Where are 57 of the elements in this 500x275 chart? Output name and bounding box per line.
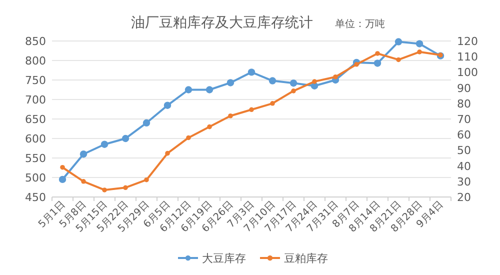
y2-tick-label: 120 (457, 35, 478, 48)
point (228, 113, 233, 118)
point (144, 177, 149, 182)
point (354, 62, 359, 67)
point (312, 79, 317, 84)
legend-label: 豆粕库存 (284, 252, 328, 265)
point (226, 79, 234, 86)
point (249, 107, 254, 112)
point (81, 179, 86, 184)
y-tick-label: 500 (25, 172, 46, 184)
point (268, 77, 276, 84)
y-tick-label: 450 (25, 191, 46, 204)
point (122, 134, 130, 142)
point (333, 74, 338, 80)
point (80, 150, 88, 158)
text: 单位：万吨 (335, 18, 385, 30)
point (291, 88, 296, 94)
y-tick-label: 750 (25, 74, 46, 87)
point (184, 86, 192, 94)
point (374, 60, 382, 67)
y2-tick-label: 80 (457, 97, 471, 110)
y-tick-label: 550 (25, 152, 46, 165)
legend-label: 大豆库存 (202, 252, 246, 265)
point (186, 135, 191, 140)
point (270, 101, 275, 106)
point (206, 86, 214, 94)
point (375, 51, 380, 56)
y-tick-label: 850 (25, 35, 46, 48)
point (207, 124, 212, 130)
y-tick-label: 650 (25, 113, 46, 126)
y2-tick-label: 20 (457, 191, 471, 204)
y2-tick-label: 50 (457, 144, 471, 158)
y-tick-label: 800 (25, 54, 46, 68)
chart-title: 油厂豆粕库存及大豆库存统计 (131, 15, 313, 31)
point (165, 150, 170, 156)
y2-tick-label: 60 (457, 128, 471, 142)
y2-tick-label: 40 (457, 160, 471, 173)
point (102, 188, 107, 192)
point (248, 68, 256, 76)
y2-tick-label: 30 (457, 175, 471, 188)
y2-tick-label: 90 (457, 82, 471, 95)
point (164, 102, 172, 109)
y2-tick-label: 110 (457, 50, 478, 64)
point (394, 38, 402, 46)
point (142, 119, 150, 126)
point (60, 164, 65, 170)
y2-tick-label: 70 (457, 113, 471, 126)
y2-tick-label: 100 (457, 66, 478, 80)
y-tick-label: 600 (25, 132, 46, 146)
point (123, 185, 128, 190)
y-tick-label: 700 (25, 94, 46, 106)
point (396, 57, 401, 62)
point (290, 80, 298, 87)
point (100, 140, 108, 148)
point (417, 50, 422, 54)
point (58, 176, 66, 184)
point (416, 40, 424, 48)
